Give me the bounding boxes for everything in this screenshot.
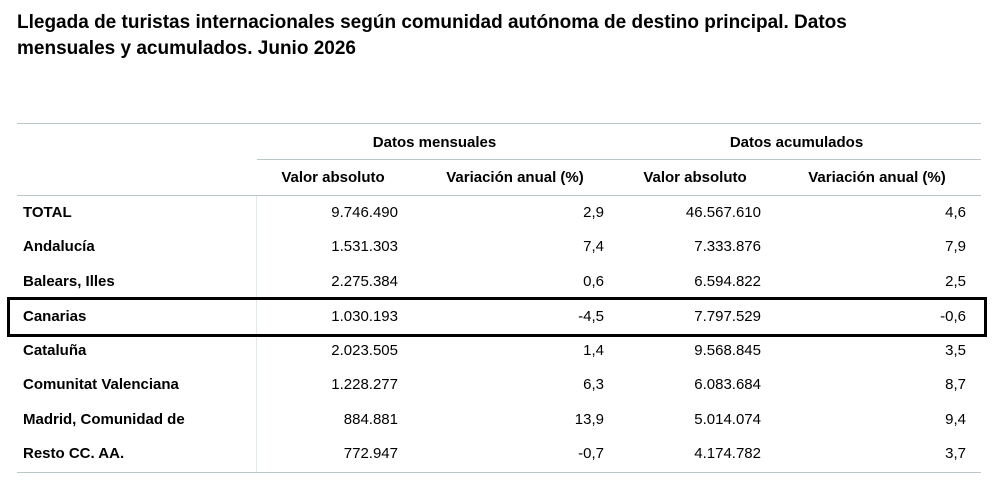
cell-valor-acumulado: 6.083.684 xyxy=(694,376,761,393)
cell-variacion-mensual: 6,3 xyxy=(583,376,604,393)
page-title: Llegada de turistas internacionales segú… xyxy=(17,12,847,59)
row-label: Comunitat Valenciana xyxy=(23,376,179,393)
column-header-divider xyxy=(17,195,981,196)
cell-variacion-mensual: -0,7 xyxy=(578,445,604,462)
cell-valor-mensual: 1.228.277 xyxy=(331,376,398,393)
cell-variacion-mensual: -4,5 xyxy=(578,308,604,325)
cell-valor-acumulado: 46.567.610 xyxy=(685,204,761,221)
row-label: Resto CC. AA. xyxy=(23,445,125,462)
cell-variacion-acumulado: 8,7 xyxy=(945,376,966,393)
cell-variacion-acumulado: 9,4 xyxy=(945,411,966,428)
group-header-acumulado: Datos acumulados xyxy=(729,134,864,151)
row-label: Canarias xyxy=(23,308,87,325)
cell-variacion-mensual: 1,4 xyxy=(583,342,604,359)
column-header-variacion-mensual: Variación anual (%) xyxy=(446,169,584,186)
cell-valor-mensual: 1.030.193 xyxy=(331,308,398,325)
cell-valor-acumulado: 9.568.845 xyxy=(694,342,761,359)
cell-valor-acumulado: 7.797.529 xyxy=(694,308,761,325)
cell-valor-acumulado: 6.594.822 xyxy=(694,273,761,290)
column-header-valor-acumulado: Valor absoluto xyxy=(643,169,747,186)
cell-valor-mensual: 2.023.505 xyxy=(331,342,398,359)
cell-variacion-mensual: 0,6 xyxy=(583,273,604,290)
column-header-valor-mensual: Valor absoluto xyxy=(281,169,385,186)
highlight-box xyxy=(7,297,987,337)
cell-valor-mensual: 884.881 xyxy=(343,411,398,428)
group-header-divider xyxy=(257,159,981,160)
cell-variacion-acumulado: -0,6 xyxy=(940,308,966,325)
cell-variacion-mensual: 2,9 xyxy=(583,204,604,221)
row-label: Madrid, Comunidad de xyxy=(23,411,185,428)
cell-variacion-acumulado: 4,6 xyxy=(945,204,966,221)
cell-valor-acumulado: 4.174.782 xyxy=(694,445,761,462)
table-top-border xyxy=(17,123,981,124)
cell-valor-acumulado: 7.333.876 xyxy=(694,238,761,255)
cell-variacion-acumulado: 7,9 xyxy=(945,238,966,255)
group-header-mensual: Datos mensuales xyxy=(372,134,497,151)
cell-variacion-mensual: 13,9 xyxy=(574,411,604,428)
cell-variacion-acumulado: 3,7 xyxy=(945,445,966,462)
row-label: Andalucía xyxy=(23,238,95,255)
cell-valor-acumulado: 5.014.074 xyxy=(694,411,761,428)
cell-variacion-acumulado: 2,5 xyxy=(945,273,966,290)
cell-valor-mensual: 1.531.303 xyxy=(331,238,398,255)
row-label: Balears, Illes xyxy=(23,273,115,290)
table-bottom-border xyxy=(17,472,981,473)
cell-variacion-acumulado: 3,5 xyxy=(945,342,966,359)
row-label: Cataluña xyxy=(23,342,87,359)
cell-valor-mensual: 772.947 xyxy=(343,445,398,462)
cell-variacion-mensual: 7,4 xyxy=(583,238,604,255)
cell-valor-mensual: 9.746.490 xyxy=(331,204,398,221)
column-header-variacion-acumulado: Variación anual (%) xyxy=(808,169,946,186)
row-label: TOTAL xyxy=(23,204,72,221)
cell-valor-mensual: 2.275.384 xyxy=(331,273,398,290)
